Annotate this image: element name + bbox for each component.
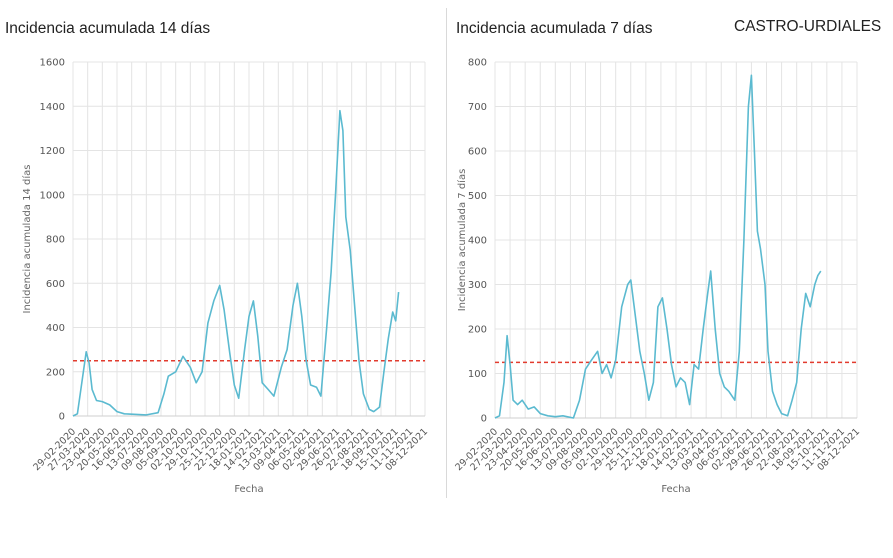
x-axis-label: Fecha [661, 484, 690, 495]
series-line [494, 74, 822, 419]
chart-svg-7-dias: 010020030040050060070080029-02-202027-03… [453, 58, 862, 496]
x-axis-label: Fecha [234, 484, 263, 495]
y-axis-label: Incidencia acumulada 7 días [456, 169, 468, 312]
y-tick-label: 800 [46, 235, 65, 246]
y-tick-label: 0 [481, 414, 487, 425]
y-tick-label: 1600 [40, 58, 65, 69]
y-tick-label: 1000 [40, 190, 65, 201]
y-tick-label: 100 [468, 369, 487, 380]
series-line [72, 109, 400, 417]
y-tick-label: 300 [468, 280, 487, 291]
y-tick-label: 200 [46, 367, 65, 378]
y-tick-label: 600 [46, 279, 65, 290]
region-label: CASTRO-URDIALES [734, 18, 882, 35]
y-tick-label: 1400 [40, 102, 65, 113]
chart-panel-7-dias: Incidencia acumulada 7 días CASTRO-URDIA… [447, 0, 893, 558]
y-tick-label: 0 [59, 412, 65, 423]
chart-panel-14-dias: Incidencia acumulada 14 días 0 200 400 600 8… [0, 0, 446, 558]
y-tick-label: 700 [468, 102, 487, 113]
y-tick-label: 1200 [40, 146, 65, 157]
y-tick-label: 200 [468, 325, 487, 336]
chart-title: Incidencia acumulada 7 días [456, 20, 653, 37]
chart-title: Incidencia acumulada 14 días [5, 20, 211, 37]
y-tick-label: 400 [468, 236, 487, 247]
y-tick-label: 800 [468, 58, 487, 69]
y-tick-label: 500 [468, 191, 487, 202]
y-tick-label: 400 [46, 323, 65, 334]
panel-divider [446, 8, 447, 498]
chart-svg-14-dias: 0200400600800100012001400160029-02-20202… [21, 58, 430, 496]
y-axis-label: Incidencia acumulada 14 días [21, 165, 33, 314]
y-tick-label: 600 [468, 147, 487, 158]
